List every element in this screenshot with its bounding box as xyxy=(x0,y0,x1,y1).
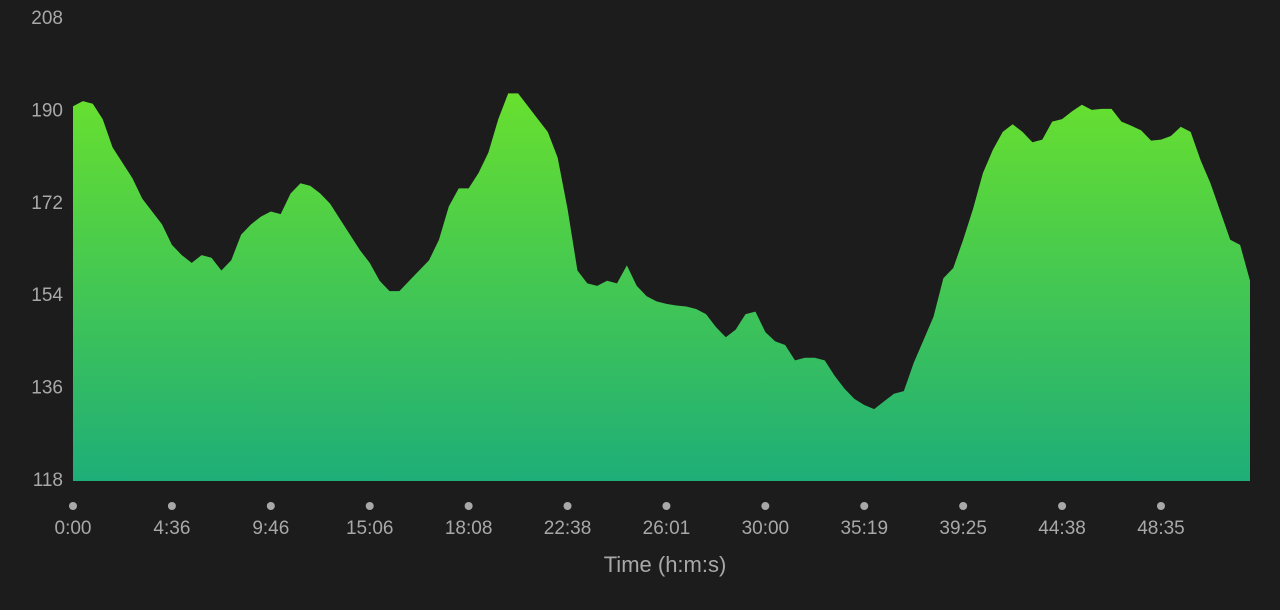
x-axis-label: Time (h:m:s) xyxy=(604,552,727,577)
x-tick-dot xyxy=(761,502,770,510)
x-tick-dot xyxy=(464,502,473,510)
y-tick-label: 136 xyxy=(31,378,63,399)
y-tick-label: 190 xyxy=(31,100,63,121)
x-tick-dot xyxy=(365,502,374,510)
y-tick-label: 208 xyxy=(31,8,63,29)
x-tick-dot xyxy=(563,502,572,510)
x-tick-label: 9:46 xyxy=(252,518,289,539)
x-tick-label: 26:01 xyxy=(643,518,691,539)
x-tick-label: 15:06 xyxy=(346,518,394,539)
x-tick-dot xyxy=(266,502,275,510)
x-tick-dot xyxy=(167,502,176,510)
x-tick-dot xyxy=(959,502,968,510)
x-tick-dot xyxy=(1058,502,1067,510)
x-tick-label: 48:35 xyxy=(1137,518,1185,539)
x-tick-label: 35:19 xyxy=(840,518,888,539)
x-tick-label: 39:25 xyxy=(939,518,987,539)
x-tick-label: 22:38 xyxy=(544,518,592,539)
x-tick-label: 0:00 xyxy=(55,518,92,539)
y-tick-label: 154 xyxy=(31,285,63,306)
x-tick-dot xyxy=(662,502,671,510)
y-tick-label: 118 xyxy=(33,470,63,491)
x-tick-dot xyxy=(860,502,869,510)
area xyxy=(73,93,1250,481)
y-tick-label: 172 xyxy=(31,193,63,214)
x-tick-label: 44:38 xyxy=(1038,518,1086,539)
x-tick-label: 4:36 xyxy=(153,518,190,539)
x-tick-label: 18:08 xyxy=(445,518,493,539)
x-tick-dot xyxy=(1156,502,1165,510)
x-tick-dot xyxy=(69,502,77,510)
x-tick-label: 30:00 xyxy=(742,518,790,539)
